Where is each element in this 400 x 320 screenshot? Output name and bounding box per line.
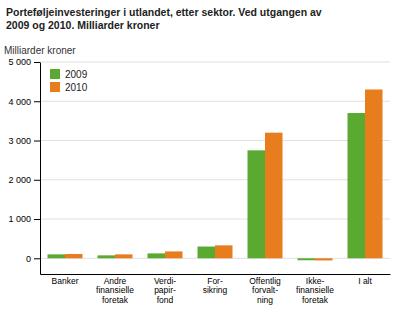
x-tick-label-line: Banker	[52, 276, 79, 286]
grid-line	[40, 62, 390, 63]
y-tick-mark	[34, 101, 40, 102]
grid-line	[40, 101, 390, 102]
y-axis: 0 1 000 2 000 3 000 4 000 5 000	[8, 57, 40, 274]
y-tick-label: 2 000	[8, 175, 31, 185]
bar	[365, 89, 383, 258]
legend-swatch	[50, 82, 60, 92]
x-tick: For-sikring	[203, 276, 228, 295]
y-tick-label: 4 000	[8, 97, 31, 107]
x-tick-label-line: I alt	[358, 276, 372, 286]
y-tick-label: 0	[26, 254, 31, 264]
legend-label: 2010	[65, 82, 88, 93]
bar	[298, 258, 316, 260]
x-tick-label-line: foretak	[302, 295, 329, 305]
x-tick-label: Andrefinansielleforetak	[96, 276, 134, 305]
x-tick-label: For-sikring	[203, 276, 228, 295]
x-tick-label: Banker	[52, 276, 79, 286]
x-tick-label-line: foretak	[102, 295, 129, 305]
y-tick: 0	[26, 254, 40, 264]
bar	[348, 113, 366, 258]
y-tick-label: 5 000	[8, 57, 31, 67]
y-tick: 2 000	[8, 175, 40, 185]
bar	[248, 150, 266, 258]
y-tick-mark	[34, 180, 40, 181]
title-line: Porteføljeinvesteringer i utlandet, ette…	[6, 6, 322, 18]
y-tick: 5 000	[8, 57, 40, 67]
y-tick: 3 000	[8, 136, 40, 146]
grid-line	[40, 140, 390, 141]
x-tick: Andrefinansielleforetak	[96, 276, 134, 305]
bar	[315, 258, 333, 260]
y-axis-line	[40, 63, 41, 275]
y-tick: 4 000	[8, 97, 40, 107]
x-axis-line	[41, 274, 391, 275]
x-tick-label: Verdi-papir-fond	[154, 276, 176, 305]
x-tick-label-line: ning	[257, 295, 273, 305]
bar-series	[48, 113, 366, 260]
bar	[115, 254, 133, 258]
bar	[198, 247, 216, 259]
bar	[165, 251, 183, 258]
bar	[48, 254, 66, 258]
y-tick-label: 1 000	[8, 214, 31, 224]
legend-item: 2009	[50, 69, 88, 80]
x-axis: Banker Andrefinansielleforetak Verdi-papir…	[41, 275, 391, 305]
grid-line	[40, 179, 390, 180]
x-tick: Offentligforvalt-ning	[249, 276, 281, 305]
y-tick-mark	[34, 62, 40, 63]
title-line: 2009 og 2010. Milliarder kroner	[6, 19, 160, 31]
legend-item: 2010	[50, 82, 88, 93]
bar	[98, 255, 116, 258]
x-tick-label-line: fond	[157, 295, 174, 305]
grid-line	[40, 219, 390, 220]
bars	[48, 89, 383, 260]
x-tick: Verdi-papir-fond	[154, 276, 176, 305]
grid	[40, 62, 390, 258]
y-tick-mark	[34, 258, 40, 259]
legend-label: 2009	[65, 69, 88, 80]
y-axis-title: Milliarder kroner	[4, 45, 76, 56]
y-tick-mark	[34, 219, 40, 220]
bar	[148, 253, 166, 258]
legend-swatch	[50, 69, 60, 79]
bar	[65, 254, 83, 258]
title: Porteføljeinvesteringer i utlandet, ette…	[6, 6, 322, 31]
x-tick: Banker	[52, 276, 79, 286]
x-tick-label-line: sikring	[203, 285, 228, 295]
x-tick-label: I alt	[358, 276, 372, 286]
x-tick: I alt	[358, 276, 372, 286]
y-tick-mark	[34, 141, 40, 142]
legend: 2009 2010	[46, 66, 94, 98]
bar	[265, 133, 283, 259]
x-tick: Ikke-finansielleforetak	[296, 276, 334, 305]
legend-background	[46, 66, 94, 98]
bar-series	[65, 89, 383, 260]
y-tick-label: 3 000	[8, 136, 31, 146]
y-tick: 1 000	[8, 214, 40, 224]
bar	[215, 245, 233, 258]
x-tick-label: Ikke-finansielleforetak	[296, 276, 334, 305]
chart: Porteføljeinvesteringer i utlandet, ette…	[0, 0, 400, 320]
x-tick-label: Offentligforvalt-ning	[249, 276, 281, 305]
